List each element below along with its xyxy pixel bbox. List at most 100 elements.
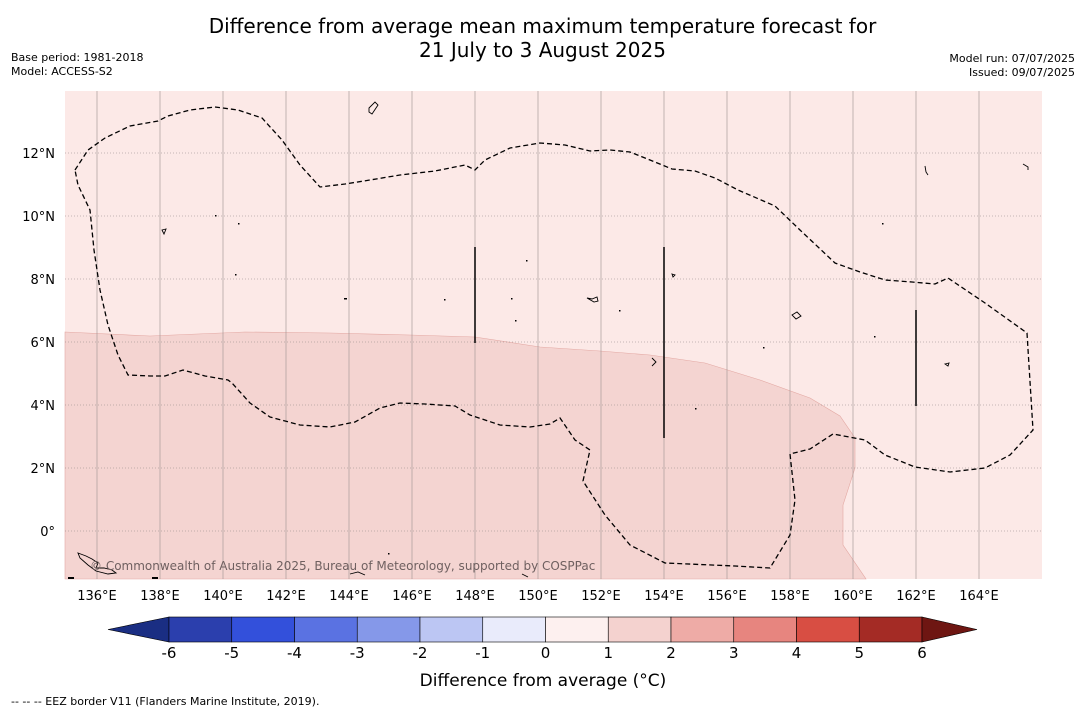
map-title: Difference from average mean maximum tem… [0, 14, 1085, 62]
parallels [65, 152, 1042, 532]
colorbar-segment [545, 616, 609, 643]
colorbar-tick-label: -4 [287, 644, 302, 662]
colorbar-tick-label: 2 [666, 644, 676, 662]
island-shape [349, 571, 366, 576]
lat-label: 6°N [31, 336, 56, 351]
colorbar-segment [858, 616, 923, 643]
colorbar-tick-label: 0 [541, 644, 551, 662]
lon-label: 160°E [833, 589, 873, 604]
islet [235, 274, 237, 276]
colorbar-ticks: -6 -5 -4 -3 -2 -1 0 1 2 3 4 5 6 [162, 644, 927, 662]
island-shape [651, 357, 657, 367]
island-shape [77, 552, 118, 575]
colorbar-tick-label: 5 [854, 644, 864, 662]
islet [511, 298, 513, 300]
islands [77, 101, 1029, 578]
island-shape [368, 101, 379, 115]
colorbar-extend-high [921, 616, 978, 643]
islet [152, 577, 158, 579]
lon-label: 142°E [266, 589, 306, 604]
colorbar-segment [670, 616, 735, 643]
lon-label: 156°E [707, 589, 747, 604]
island-shape [791, 311, 802, 320]
lon-label: 150°E [518, 589, 558, 604]
longitude-labels: 136°E 138°E 140°E 142°E 144°E 146°E 148°… [77, 589, 999, 604]
colorbar-segment [607, 616, 672, 643]
title-line-1: Difference from average mean maximum tem… [208, 14, 877, 38]
lon-label: 136°E [77, 589, 117, 604]
colorbar-segment [356, 616, 421, 643]
colorbar [107, 616, 978, 643]
eez-footnote: -- -- -- EEZ border V11 (Flanders Marine… [11, 695, 320, 708]
islet [882, 223, 884, 225]
island-shape [924, 165, 929, 176]
anomaly-region-1-2 [64, 331, 867, 580]
lon-label: 154°E [644, 589, 684, 604]
colorbar-segment [419, 616, 484, 643]
lat-label: 0° [40, 525, 55, 540]
islet [444, 299, 446, 301]
title-line-2: 21 July to 3 August 2025 [419, 38, 666, 62]
colorbar-segment [733, 616, 797, 643]
colorbar-extend-low [107, 616, 170, 643]
boundary-segments [474, 247, 917, 438]
colorbar-tick-label: -5 [224, 644, 239, 662]
model-run-text: Model run: 07/07/2025 [949, 52, 1075, 65]
islet [619, 310, 621, 312]
islet [344, 298, 347, 300]
copyright-text: © Commonwealth of Australia 2025, Bureau… [90, 559, 595, 573]
graticule [96, 91, 980, 579]
lat-label: 12°N [22, 147, 55, 162]
lat-label: 8°N [31, 273, 56, 288]
lon-label: 140°E [203, 589, 243, 604]
lon-label: 146°E [392, 589, 432, 604]
islet [238, 223, 240, 225]
colorbar-tick-label: -1 [475, 644, 490, 662]
islet [68, 577, 74, 579]
colorbar-tick-label: -3 [350, 644, 365, 662]
lat-label: 10°N [22, 210, 55, 225]
island-shape [521, 573, 529, 578]
lon-label: 162°E [896, 589, 936, 604]
lat-label: 4°N [31, 399, 56, 414]
colorbar-segment [482, 616, 546, 643]
islet [388, 553, 390, 555]
meta-left: Base period: 1981-2018 Model: ACCESS-S2 [11, 51, 143, 79]
meta-right: Model run: 07/07/2025 Issued: 09/07/2025 [949, 52, 1075, 80]
island-shape [161, 228, 167, 236]
islet [526, 260, 528, 262]
colorbar-label: Difference from average (°C) [420, 671, 667, 691]
islet [874, 336, 876, 338]
islet [215, 215, 217, 217]
colorbar-tick-label: 3 [729, 644, 739, 662]
colorbar-segment [231, 616, 295, 643]
island-shape [1022, 163, 1029, 170]
colorbar-segment [294, 616, 358, 643]
colorbar-segment [796, 616, 860, 643]
lon-label: 152°E [581, 589, 621, 604]
map-panel: © Commonwealth of Australia 2025, Bureau… [64, 91, 1042, 580]
island-shape [943, 362, 950, 367]
island-shape [586, 296, 599, 303]
eez-border-palau-fsm-west [74, 106, 1034, 569]
colorbar-tick-label: 6 [917, 644, 927, 662]
lon-label: 158°E [770, 589, 810, 604]
issued-text: Issued: 09/07/2025 [968, 66, 1075, 79]
islet [763, 347, 765, 349]
lon-label: 148°E [455, 589, 495, 604]
lon-label: 144°E [329, 589, 369, 604]
colorbar-segment [168, 616, 233, 643]
island-shape [671, 273, 676, 278]
islet [515, 320, 517, 322]
colorbar-tick-label: 1 [603, 644, 613, 662]
colorbar-tick-label: 4 [792, 644, 802, 662]
islet [695, 408, 697, 410]
small-islands [68, 215, 884, 579]
model-text: Model: ACCESS-S2 [11, 65, 113, 78]
colorbar-tick-label: -2 [413, 644, 428, 662]
lon-label: 164°E [959, 589, 999, 604]
lat-label: 2°N [31, 462, 56, 477]
base-period-text: Base period: 1981-2018 [11, 51, 144, 64]
colorbar-tick-label: -6 [162, 644, 177, 662]
